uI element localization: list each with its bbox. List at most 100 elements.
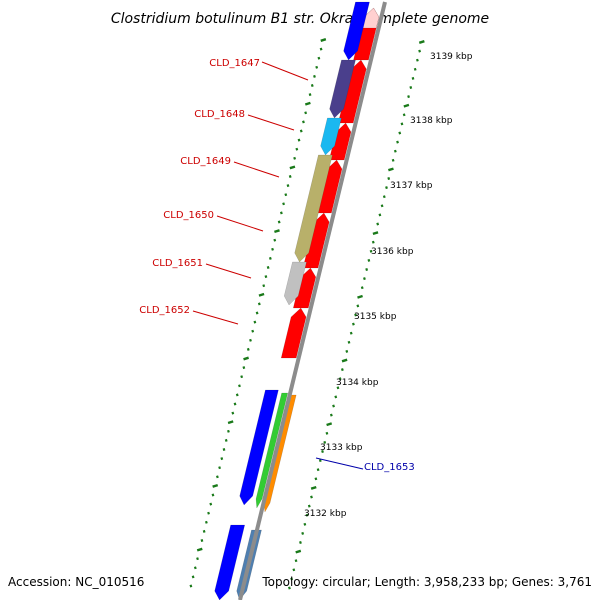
reverse-cds-cyan — [320, 117, 342, 156]
outer-tick-major — [295, 549, 302, 554]
kbp-tick-label: 3135 kbp — [354, 312, 397, 322]
inner-tick-minor — [249, 338, 252, 342]
gene-label: CLD_1652 — [139, 305, 190, 316]
feature-tracks — [214, 1, 380, 600]
inner-tick-minor — [319, 47, 323, 51]
gene-leader-line — [233, 161, 280, 178]
inner-tick-minor — [191, 575, 195, 579]
outer-tick-minor — [418, 49, 422, 53]
inner-tick-minor — [218, 466, 221, 470]
inner-tick-minor — [200, 539, 204, 542]
outer-tick-minor — [323, 440, 327, 444]
inner-tick-minor — [282, 202, 285, 206]
forward-cds-arrow — [292, 267, 317, 309]
kbp-labels: 3139 kbp 3138 kbp 3137 kbp 3136 kbp 3135 kbp… — [304, 52, 473, 519]
outer-tick-minor — [411, 76, 415, 80]
inner-tick-minor — [238, 384, 241, 388]
reverse-cds-blue-mid — [239, 389, 279, 506]
outer-tick-minor — [400, 122, 404, 126]
inner-tick-minor — [264, 275, 268, 279]
inner-tick-minor — [273, 238, 277, 242]
kbp-tick-label: 3133 kbp — [320, 443, 363, 453]
forward-cds-arrow — [302, 212, 330, 269]
reverse-cds-olive — [294, 154, 333, 263]
tick-dots — [189, 38, 425, 590]
inner-tick-minor — [202, 529, 206, 533]
inner-tick-minor — [246, 347, 250, 351]
outer-tick-minor — [329, 413, 333, 417]
inner-tick-minor — [189, 584, 193, 588]
inner-tick-minor — [240, 375, 244, 379]
gene-leader-line — [315, 457, 364, 470]
inner-tick-minor — [313, 74, 316, 78]
outer-tick-minor — [363, 277, 366, 281]
gene-label: CLD_1648 — [194, 109, 245, 120]
outer-tick-minor — [382, 195, 386, 199]
outer-tick-major — [357, 294, 363, 299]
inner-tick-minor — [227, 429, 230, 433]
gene-label: CLD_1647 — [209, 58, 260, 69]
inner-tick-minor — [215, 475, 219, 479]
reverse-cds-blue-top — [343, 1, 370, 61]
outer-tick-minor — [376, 222, 380, 226]
outer-tick-minor — [360, 286, 364, 290]
outer-tick-minor — [347, 340, 351, 344]
inner-tick-minor — [255, 311, 259, 315]
gene-leader-line — [205, 263, 252, 279]
reverse-cds-silver — [283, 261, 307, 306]
inner-tick-minor — [262, 284, 266, 288]
outer-tick-minor — [292, 568, 296, 572]
outer-tick-minor — [316, 468, 320, 472]
outer-tick-minor — [349, 331, 353, 335]
inner-tick-minor — [288, 175, 292, 178]
gene-label: CLD_1653 — [364, 462, 415, 473]
outer-tick-minor — [409, 86, 413, 89]
genome-backbone — [238, 1, 387, 600]
gene-label: CLD_1650 — [163, 210, 214, 221]
inner-tick-minor — [297, 138, 301, 142]
inner-tick-minor — [222, 448, 226, 451]
outer-tick-minor — [303, 522, 307, 526]
gene-label: CLD_1651 — [152, 258, 203, 269]
inner-tick-minor — [310, 84, 314, 87]
outer-tick-minor — [396, 140, 399, 144]
inner-tick-minor — [279, 211, 283, 215]
outer-tick-minor — [380, 204, 384, 208]
outer-tick-minor — [338, 377, 342, 381]
outer-tick-minor — [416, 58, 419, 62]
inner-tick-major — [227, 420, 234, 425]
outer-tick-minor — [290, 577, 294, 581]
outer-tick-minor — [371, 240, 375, 244]
inner-tick-minor — [271, 247, 274, 251]
inner-tick-minor — [224, 438, 228, 442]
inner-tick-minor — [209, 502, 213, 506]
outer-tick-minor — [402, 113, 406, 117]
outer-tick-minor — [367, 258, 371, 262]
outer-tick-minor — [356, 304, 360, 308]
outer-tick-minor — [354, 313, 358, 317]
outer-tick-minor — [301, 531, 305, 535]
outer-tick-minor — [294, 559, 298, 563]
outer-tick-major — [388, 167, 394, 172]
inner-tick-major — [258, 292, 265, 297]
inner-tick-minor — [257, 302, 261, 306]
outer-tick-major — [326, 422, 333, 427]
inner-tick-major — [289, 165, 296, 170]
inner-tick-minor — [233, 402, 237, 406]
inner-tick-minor — [207, 511, 210, 515]
topology-text: Topology: circular; Length: 3,958,233 bp… — [261, 575, 592, 589]
outer-tick-minor — [365, 268, 369, 271]
inner-tick-minor — [220, 457, 224, 461]
inner-tick-minor — [302, 120, 305, 124]
outer-tick-minor — [336, 386, 340, 390]
kbp-tick-label: 3134 kbp — [336, 378, 379, 388]
outer-tick-minor — [378, 213, 382, 217]
outer-tick-minor — [387, 177, 391, 180]
inner-tick-minor — [268, 256, 272, 260]
kbp-tick-label: 3138 kbp — [410, 116, 453, 126]
gene-label: CLD_1649 — [180, 156, 231, 167]
inner-tick-minor — [251, 329, 255, 333]
inner-tick-minor — [277, 220, 281, 224]
outer-tick-minor — [288, 586, 291, 590]
kbp-tick-label: 3137 kbp — [390, 181, 433, 191]
